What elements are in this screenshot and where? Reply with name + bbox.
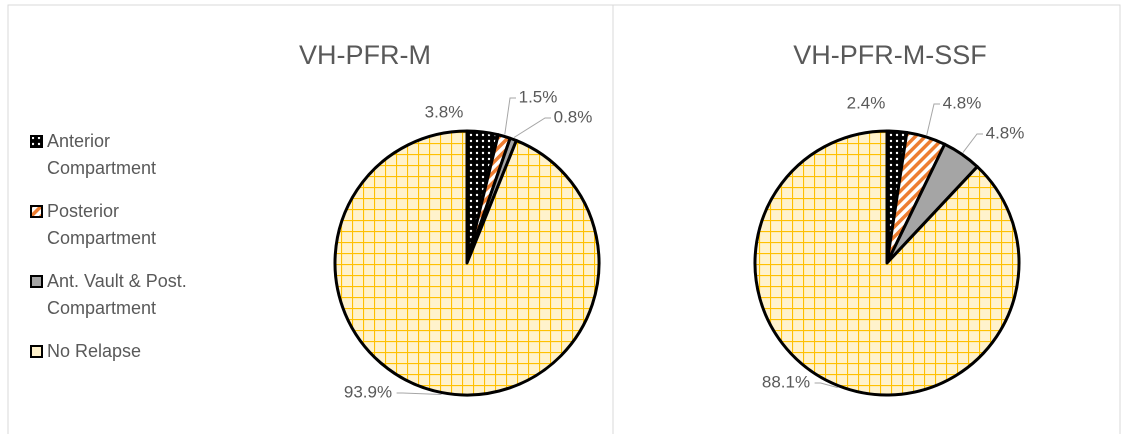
data-label: 88.1% xyxy=(762,372,810,391)
swatch xyxy=(30,345,43,358)
leader-line xyxy=(814,382,838,389)
pie-slice xyxy=(753,129,1021,397)
pie-slice xyxy=(333,129,601,397)
chart-title: VH-PFR-M xyxy=(299,40,431,70)
leader-line xyxy=(504,97,516,135)
swatch xyxy=(30,275,43,288)
leader-line xyxy=(513,117,551,138)
legend-label: No Relapse xyxy=(47,341,142,361)
legend-item: No Relapse xyxy=(30,338,220,365)
legend: Anterior Compartment Posterior Compartmen… xyxy=(30,128,220,381)
swatch xyxy=(30,135,43,148)
legend-swatch xyxy=(30,135,43,148)
legend-item: Ant. Vault & Post. Compartment xyxy=(30,268,220,322)
data-label: 3.8% xyxy=(425,102,464,121)
data-label: 2.4% xyxy=(847,93,886,112)
legend-item: Posterior Compartment xyxy=(30,198,220,252)
legend-swatch xyxy=(30,275,43,288)
swatch xyxy=(30,205,43,218)
legend-label: Anterior Compartment xyxy=(47,131,157,178)
data-label: 93.9% xyxy=(344,382,392,401)
legend-swatch xyxy=(30,205,43,218)
leader-line xyxy=(962,133,983,153)
legend-label: Ant. Vault & Post. Compartment xyxy=(47,271,187,318)
chart-title: VH-PFR-M-SSF xyxy=(793,40,986,70)
legend-swatch xyxy=(30,345,43,358)
leader-line xyxy=(926,103,940,136)
frame xyxy=(7,4,1121,434)
legend-label: Posterior Compartment xyxy=(47,201,157,248)
data-label: 4.8% xyxy=(943,93,982,112)
data-label: 0.8% xyxy=(554,107,593,126)
data-label: 4.8% xyxy=(986,123,1025,142)
legend-item: Anterior Compartment xyxy=(30,128,220,182)
leader-line xyxy=(396,392,442,396)
data-label: 1.5% xyxy=(519,87,558,106)
